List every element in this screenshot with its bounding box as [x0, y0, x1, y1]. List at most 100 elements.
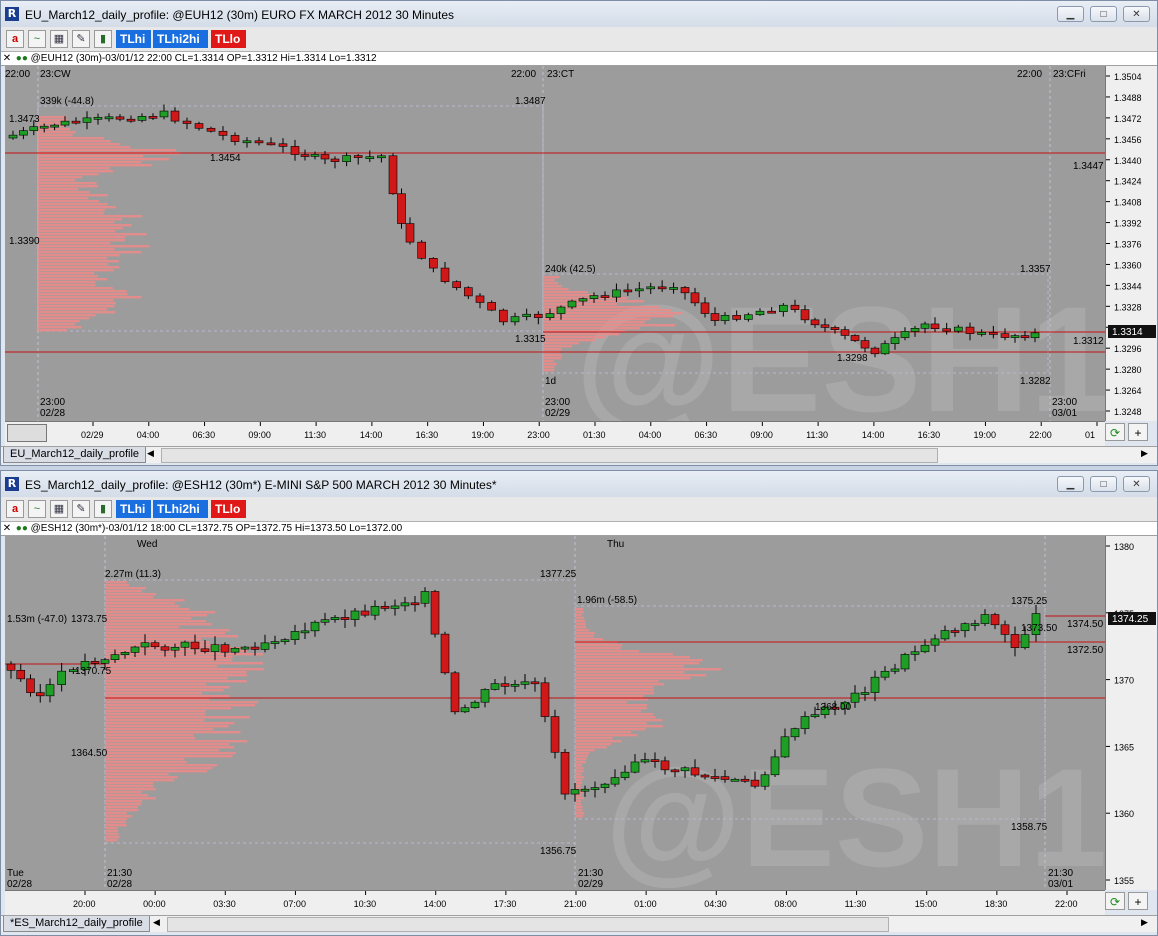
volume-profile-bar [38, 209, 105, 212]
line-chart-icon[interactable]: ~ [28, 500, 46, 518]
eu-workspace-tab[interactable]: EU_March12_daily_profile [3, 447, 147, 463]
candle-up [130, 646, 140, 653]
candle-down [1000, 333, 1010, 338]
analysis-technique-icon[interactable]: a [6, 30, 24, 48]
es-price-axis[interactable]: 1380137513701365136013551374.25 [1105, 536, 1157, 890]
analysis-technique-icon[interactable]: a [6, 500, 24, 518]
candle-up [880, 343, 890, 355]
volume-profile-bar [543, 288, 569, 291]
scroll-right-icon[interactable]: ▶ [1141, 448, 1148, 458]
x-tick-label: 10:30 [354, 899, 377, 909]
volume-profile-bar [575, 650, 640, 653]
tlhi-button[interactable]: TLhi [116, 500, 151, 518]
tllo-button[interactable]: TLlo [211, 500, 246, 518]
volume-profile-bar [575, 722, 647, 725]
volume-profile-bar [105, 629, 230, 632]
zoom-in-icon[interactable]: + [1128, 423, 1148, 441]
scroll-left-icon[interactable]: ◀ [153, 917, 160, 927]
volume-profile-bar [543, 276, 560, 279]
close-analysis-icon[interactable]: ✕ [2, 523, 12, 534]
drawing-tool-icon[interactable]: ✎ [72, 30, 90, 48]
candle-down [115, 116, 125, 120]
volume-profile-bar [105, 746, 235, 749]
minimize-button[interactable]: ▁ [1057, 6, 1084, 22]
candle-up [567, 300, 577, 308]
eu-horizontal-scrollbar[interactable] [161, 448, 938, 463]
tlhi2hi-button[interactable]: TLhi2hi [153, 500, 208, 518]
tlhi-button[interactable]: TLhi [116, 30, 151, 48]
eu-scroll-box[interactable] [7, 424, 47, 442]
eu-chart-canvas[interactable]: @ESH12 339k (-44.8) 1.3487 1.3454 1.3473 1.33… [5, 66, 1105, 421]
y-tick-label: 1365 [1114, 742, 1134, 752]
candle-up [510, 684, 520, 687]
candle-down [1000, 624, 1010, 635]
candle-up [300, 630, 310, 634]
candle-up [57, 670, 66, 685]
scroll-left-icon[interactable]: ◀ [147, 448, 154, 458]
es-price-chart[interactable]: @ESH12 2.27m (11.3) 1377.25 1.53m (-47.0) 13… [5, 536, 1105, 890]
trash-icon[interactable]: ▮ [94, 30, 112, 48]
candle-down [670, 769, 680, 773]
candle-down [6, 663, 16, 671]
last-price-tag [1108, 325, 1156, 338]
volume-profile-bar [38, 116, 67, 119]
volume-profile-bar [105, 725, 229, 728]
eu-title-bar[interactable]: R EU_March12_daily_profile: @EUH12 (30m)… [1, 1, 1157, 27]
x-tick-label: 09:00 [248, 430, 271, 440]
volume-profile-bar [543, 345, 572, 348]
candle-down [417, 241, 426, 259]
y-tick-label: 1.3408 [1114, 198, 1142, 208]
es-tab-bar: *ES_March12_daily_profile ◀ ▶ [1, 915, 1157, 932]
volume-profile-bar [575, 773, 582, 776]
maximize-button[interactable]: □ [1090, 476, 1117, 492]
volume-profile-bar [575, 623, 587, 626]
volume-profile-bar [575, 653, 674, 656]
es-time-axis[interactable]: 20:00 00:00 03:30 07:00 10:30 14:00 17:30 21:00… [5, 890, 1105, 915]
y-tick-label: 1.3456 [1114, 135, 1142, 145]
es-chart-canvas[interactable]: @ESH12 2.27m (11.3) 1377.25 1.53m (-47.0) 13… [5, 536, 1105, 890]
zoom-in-icon[interactable]: + [1128, 892, 1148, 910]
candle-down [230, 135, 240, 142]
volume-profile-bar [575, 638, 604, 641]
volume-profile-bar [38, 185, 99, 188]
candle-down [278, 143, 288, 147]
tlhi2hi-button[interactable]: TLhi2hi [153, 30, 208, 48]
last-price-tag-label: 1.3314 [1112, 327, 1143, 338]
tllo-button[interactable]: TLlo [211, 30, 246, 48]
eu-price-chart[interactable]: @ESH12 339k (-44.8) 1.3487 1.3454 1.3473 1.33… [5, 66, 1105, 421]
candle-up [80, 661, 90, 670]
volume-profile-bar [105, 650, 248, 653]
volume-profile-bar [38, 233, 147, 236]
candle-up [545, 313, 555, 318]
refresh-icon[interactable]: ⟳ [1105, 423, 1125, 441]
candle-down [16, 670, 26, 680]
minimize-button[interactable]: ▁ [1057, 476, 1084, 492]
volume-profile-bar [105, 722, 235, 725]
es-workspace-tab[interactable]: *ES_March12_daily_profile [3, 916, 150, 932]
x-tick-label: 14:00 [360, 430, 383, 440]
volume-profile-bar [105, 584, 129, 587]
eu-time-axis[interactable]: 02/29 04:00 06:30 09:00 11:30 14:00 16:30 19:00… [5, 421, 1105, 446]
scroll-right-icon[interactable]: ▶ [1141, 917, 1148, 927]
drawing-tool-icon[interactable]: ✎ [72, 500, 90, 518]
es-title-bar[interactable]: R ES_March12_daily_profile: @ESH12 (30m*… [1, 471, 1157, 497]
volume-profile-bar [105, 698, 210, 701]
es-horizontal-scrollbar[interactable] [167, 917, 889, 932]
y-tick-label: 1.3392 [1114, 219, 1142, 229]
candle-up [977, 332, 986, 335]
data-window-icon[interactable]: ▦ [50, 30, 68, 48]
close-analysis-icon[interactable]: ✕ [2, 53, 12, 64]
data-window-icon[interactable]: ▦ [50, 500, 68, 518]
candle-down [450, 672, 460, 713]
trash-icon[interactable]: ▮ [94, 500, 112, 518]
maximize-button[interactable]: □ [1090, 6, 1117, 22]
candle-down [499, 309, 508, 323]
candle-down [250, 646, 260, 650]
close-button[interactable]: ✕ [1123, 476, 1150, 492]
close-button[interactable]: ✕ [1123, 6, 1150, 22]
candle-down [1010, 634, 1020, 648]
line-chart-icon[interactable]: ~ [28, 30, 46, 48]
eu-price-axis[interactable]: 1.3504 1.3488 1.3472 1.3456 1.3440 1.3424 1.34… [1105, 66, 1157, 421]
refresh-icon[interactable]: ⟳ [1105, 892, 1125, 910]
volume-profile-bar [575, 683, 664, 686]
